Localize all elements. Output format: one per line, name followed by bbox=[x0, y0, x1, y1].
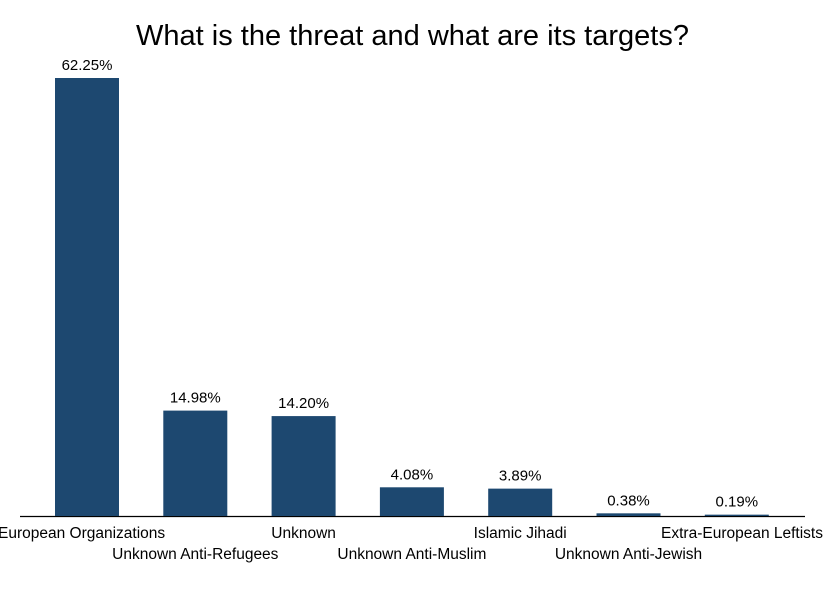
bar bbox=[488, 488, 553, 516]
x-tick-label: European Organizations bbox=[0, 525, 165, 542]
data-label: 4.08% bbox=[391, 466, 434, 483]
x-tick-label: Islamic Jihadi bbox=[474, 525, 567, 542]
data-label: 3.89% bbox=[499, 468, 542, 485]
x-tick-label: Unknown bbox=[271, 525, 336, 542]
data-label: 62.25% bbox=[62, 57, 113, 74]
bar bbox=[55, 78, 119, 516]
data-label: 0.19% bbox=[716, 494, 759, 511]
bar bbox=[379, 487, 444, 516]
x-tick-label: Unknown Anti-Jewish bbox=[555, 546, 702, 563]
x-tick-label: Extra-European Leftists bbox=[661, 525, 823, 542]
chart-title: What is the threat and what are its targ… bbox=[136, 20, 689, 52]
bar bbox=[704, 514, 769, 516]
bar bbox=[271, 416, 336, 516]
data-label: 14.98% bbox=[170, 390, 221, 407]
data-label: 0.38% bbox=[607, 492, 650, 509]
data-label: 14.20% bbox=[278, 395, 329, 412]
x-tick-label: Unknown Anti-Refugees bbox=[112, 546, 279, 563]
bar bbox=[163, 410, 228, 516]
bar bbox=[596, 513, 661, 516]
x-tick-label: Unknown Anti-Muslim bbox=[337, 546, 486, 563]
